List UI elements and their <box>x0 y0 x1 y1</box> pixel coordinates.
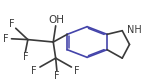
Text: F: F <box>54 71 60 81</box>
Text: F: F <box>31 66 37 76</box>
Text: F: F <box>9 19 14 29</box>
Text: F: F <box>23 52 28 62</box>
Text: NH: NH <box>127 25 142 35</box>
Text: OH: OH <box>48 15 64 25</box>
Text: F: F <box>3 34 8 44</box>
Text: F: F <box>74 66 80 76</box>
